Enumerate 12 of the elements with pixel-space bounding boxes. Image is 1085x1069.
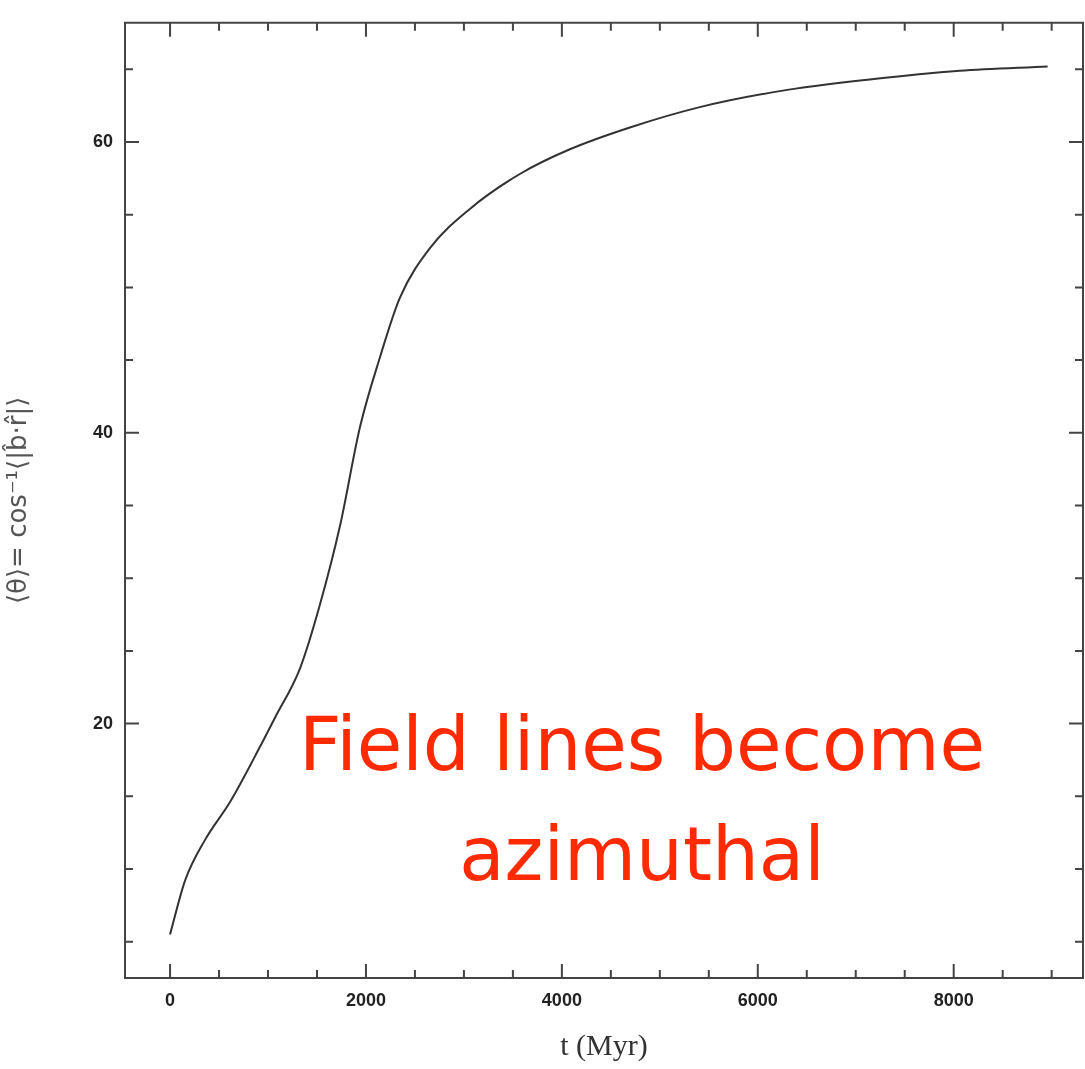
y-tick-label: 40 <box>92 421 113 442</box>
x-tick-label: 4000 <box>541 989 582 1010</box>
y-axis-title: ⟨θ⟩= cos⁻¹⟨|b̂·r̂|⟩ <box>1 396 34 605</box>
x-tick-label: 6000 <box>737 989 778 1010</box>
x-tick-label: 0 <box>165 989 176 1010</box>
x-axis-title: t (Myr) <box>560 1027 648 1062</box>
y-tick-label: 60 <box>92 130 113 151</box>
line-series <box>169 65 1049 936</box>
x-tick-label: 8000 <box>933 989 974 1010</box>
y-tick-label: 20 <box>92 712 113 733</box>
annotation: Field lines become azimuthal <box>298 701 986 897</box>
x-tick-label: 2000 <box>345 989 386 1010</box>
